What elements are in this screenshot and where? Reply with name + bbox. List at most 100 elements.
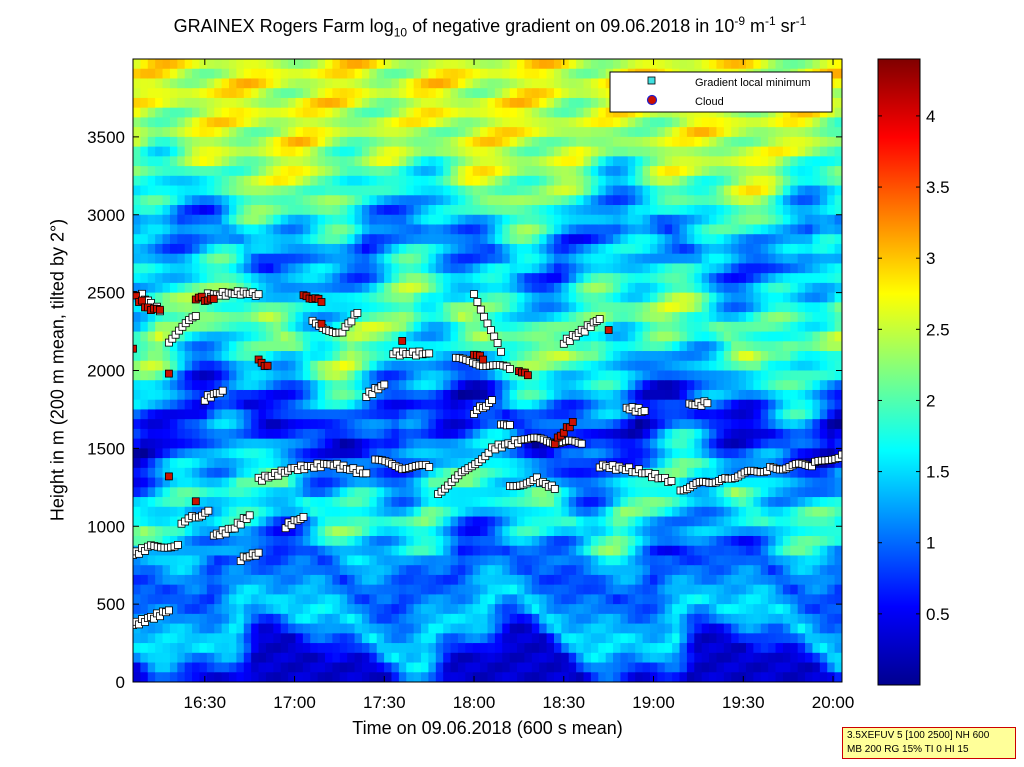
heatmap-cell (302, 497, 311, 508)
heatmap-cell (288, 633, 297, 644)
heatmap-cell (155, 292, 164, 303)
heatmap-cell (539, 156, 548, 167)
heatmap-cell (457, 419, 466, 430)
heatmap-cell (206, 516, 215, 527)
heatmap-cell (487, 497, 496, 508)
heatmap-cell (457, 292, 466, 303)
heatmap-cell (701, 526, 710, 537)
heatmap-cell (583, 292, 592, 303)
heatmap-cell (391, 419, 400, 430)
heatmap-cell (657, 574, 666, 586)
heatmap-cell (339, 341, 348, 352)
heatmap-cell (583, 516, 592, 527)
heatmap-cell (162, 292, 171, 303)
heatmap-cell (317, 399, 326, 411)
heatmap-cell (361, 107, 370, 118)
heatmap-cell (177, 526, 186, 537)
heatmap-cell (509, 467, 518, 479)
heatmap-cell (694, 643, 703, 654)
heatmap-cell (192, 506, 201, 518)
heatmap-cell (509, 613, 518, 625)
heatmap-cell (576, 419, 585, 430)
heatmap-cell (384, 117, 393, 128)
heatmap-cell (701, 312, 710, 323)
heatmap-cell (192, 59, 201, 70)
heatmap-cell (480, 107, 489, 118)
heatmap-cell (701, 409, 710, 420)
heatmap-cell (199, 78, 208, 89)
heatmap-cell (214, 166, 223, 177)
heatmap-cell (598, 477, 607, 488)
heatmap-cell (199, 672, 208, 682)
heatmap-cell (273, 370, 282, 381)
heatmap-cell (635, 380, 644, 391)
heatmap-cell (435, 351, 444, 362)
heatmap-cell (199, 399, 208, 411)
heatmap-cell (140, 584, 149, 595)
heatmap-cell (280, 341, 289, 352)
heatmap-cell (465, 185, 474, 196)
heatmap-cell (280, 555, 289, 566)
heatmap-cell (428, 175, 437, 187)
heatmap-cell (339, 555, 348, 566)
heatmap-cell (568, 448, 577, 459)
heatmap-cell (568, 166, 577, 177)
heatmap-cell (413, 97, 422, 109)
heatmap-cell (613, 535, 622, 547)
heatmap-cell (531, 419, 540, 430)
heatmap-cell (273, 331, 282, 342)
heatmap-cell (192, 516, 201, 527)
heatmap-cell (524, 497, 533, 508)
heatmap-cell (177, 351, 186, 362)
heatmap-cell (539, 282, 548, 294)
heatmap-cell (162, 253, 171, 265)
heatmap-cell (302, 273, 311, 284)
heatmap-cell (635, 643, 644, 654)
heatmap-cell (531, 643, 540, 654)
heatmap-cell (251, 643, 260, 654)
heatmap-cell (524, 467, 533, 479)
heatmap-cell (162, 458, 171, 469)
heatmap-cell (155, 68, 164, 80)
heatmap-cell (450, 263, 459, 274)
heatmap-cell (258, 175, 267, 187)
heatmap-cell (465, 78, 474, 89)
heatmap-cell (553, 419, 562, 430)
heatmap-cell (509, 574, 518, 586)
heatmap-cell (421, 360, 430, 372)
heatmap-cell (243, 146, 252, 157)
heatmap-cell (192, 243, 201, 255)
heatmap-cell (642, 117, 651, 128)
heatmap-cell (598, 263, 607, 274)
heatmap-cell (302, 175, 311, 187)
heatmap-cell (598, 535, 607, 547)
heatmap-cell (391, 370, 400, 381)
heatmap-cell (243, 574, 252, 586)
heatmap-cell (251, 136, 260, 148)
heatmap-cell (302, 302, 311, 313)
heatmap-cell (310, 97, 319, 109)
heatmap-cell (133, 88, 141, 99)
heatmap-cell (140, 273, 149, 284)
heatmap-cell (664, 302, 673, 313)
heatmap-cell (657, 146, 666, 157)
heatmap-cell (413, 195, 422, 206)
heatmap-cell (605, 643, 614, 654)
heatmap-cell (679, 613, 688, 625)
heatmap-cell (177, 467, 186, 479)
heatmap-cell (457, 195, 466, 206)
heatmap-cell (147, 78, 156, 89)
heatmap-cell (206, 234, 215, 245)
heatmap-cell (133, 331, 141, 342)
heatmap-cell (332, 97, 341, 109)
heatmap-cell (679, 312, 688, 323)
heatmap-cell (627, 574, 636, 586)
heatmap-cell (332, 506, 341, 518)
heatmap-cell (251, 195, 260, 206)
heatmap-cell (236, 487, 245, 498)
heatmap-cell (694, 555, 703, 566)
heatmap-cell (354, 117, 363, 128)
heatmap-cell (421, 487, 430, 498)
heatmap-cell (332, 545, 341, 557)
heatmap-cell (568, 389, 577, 401)
